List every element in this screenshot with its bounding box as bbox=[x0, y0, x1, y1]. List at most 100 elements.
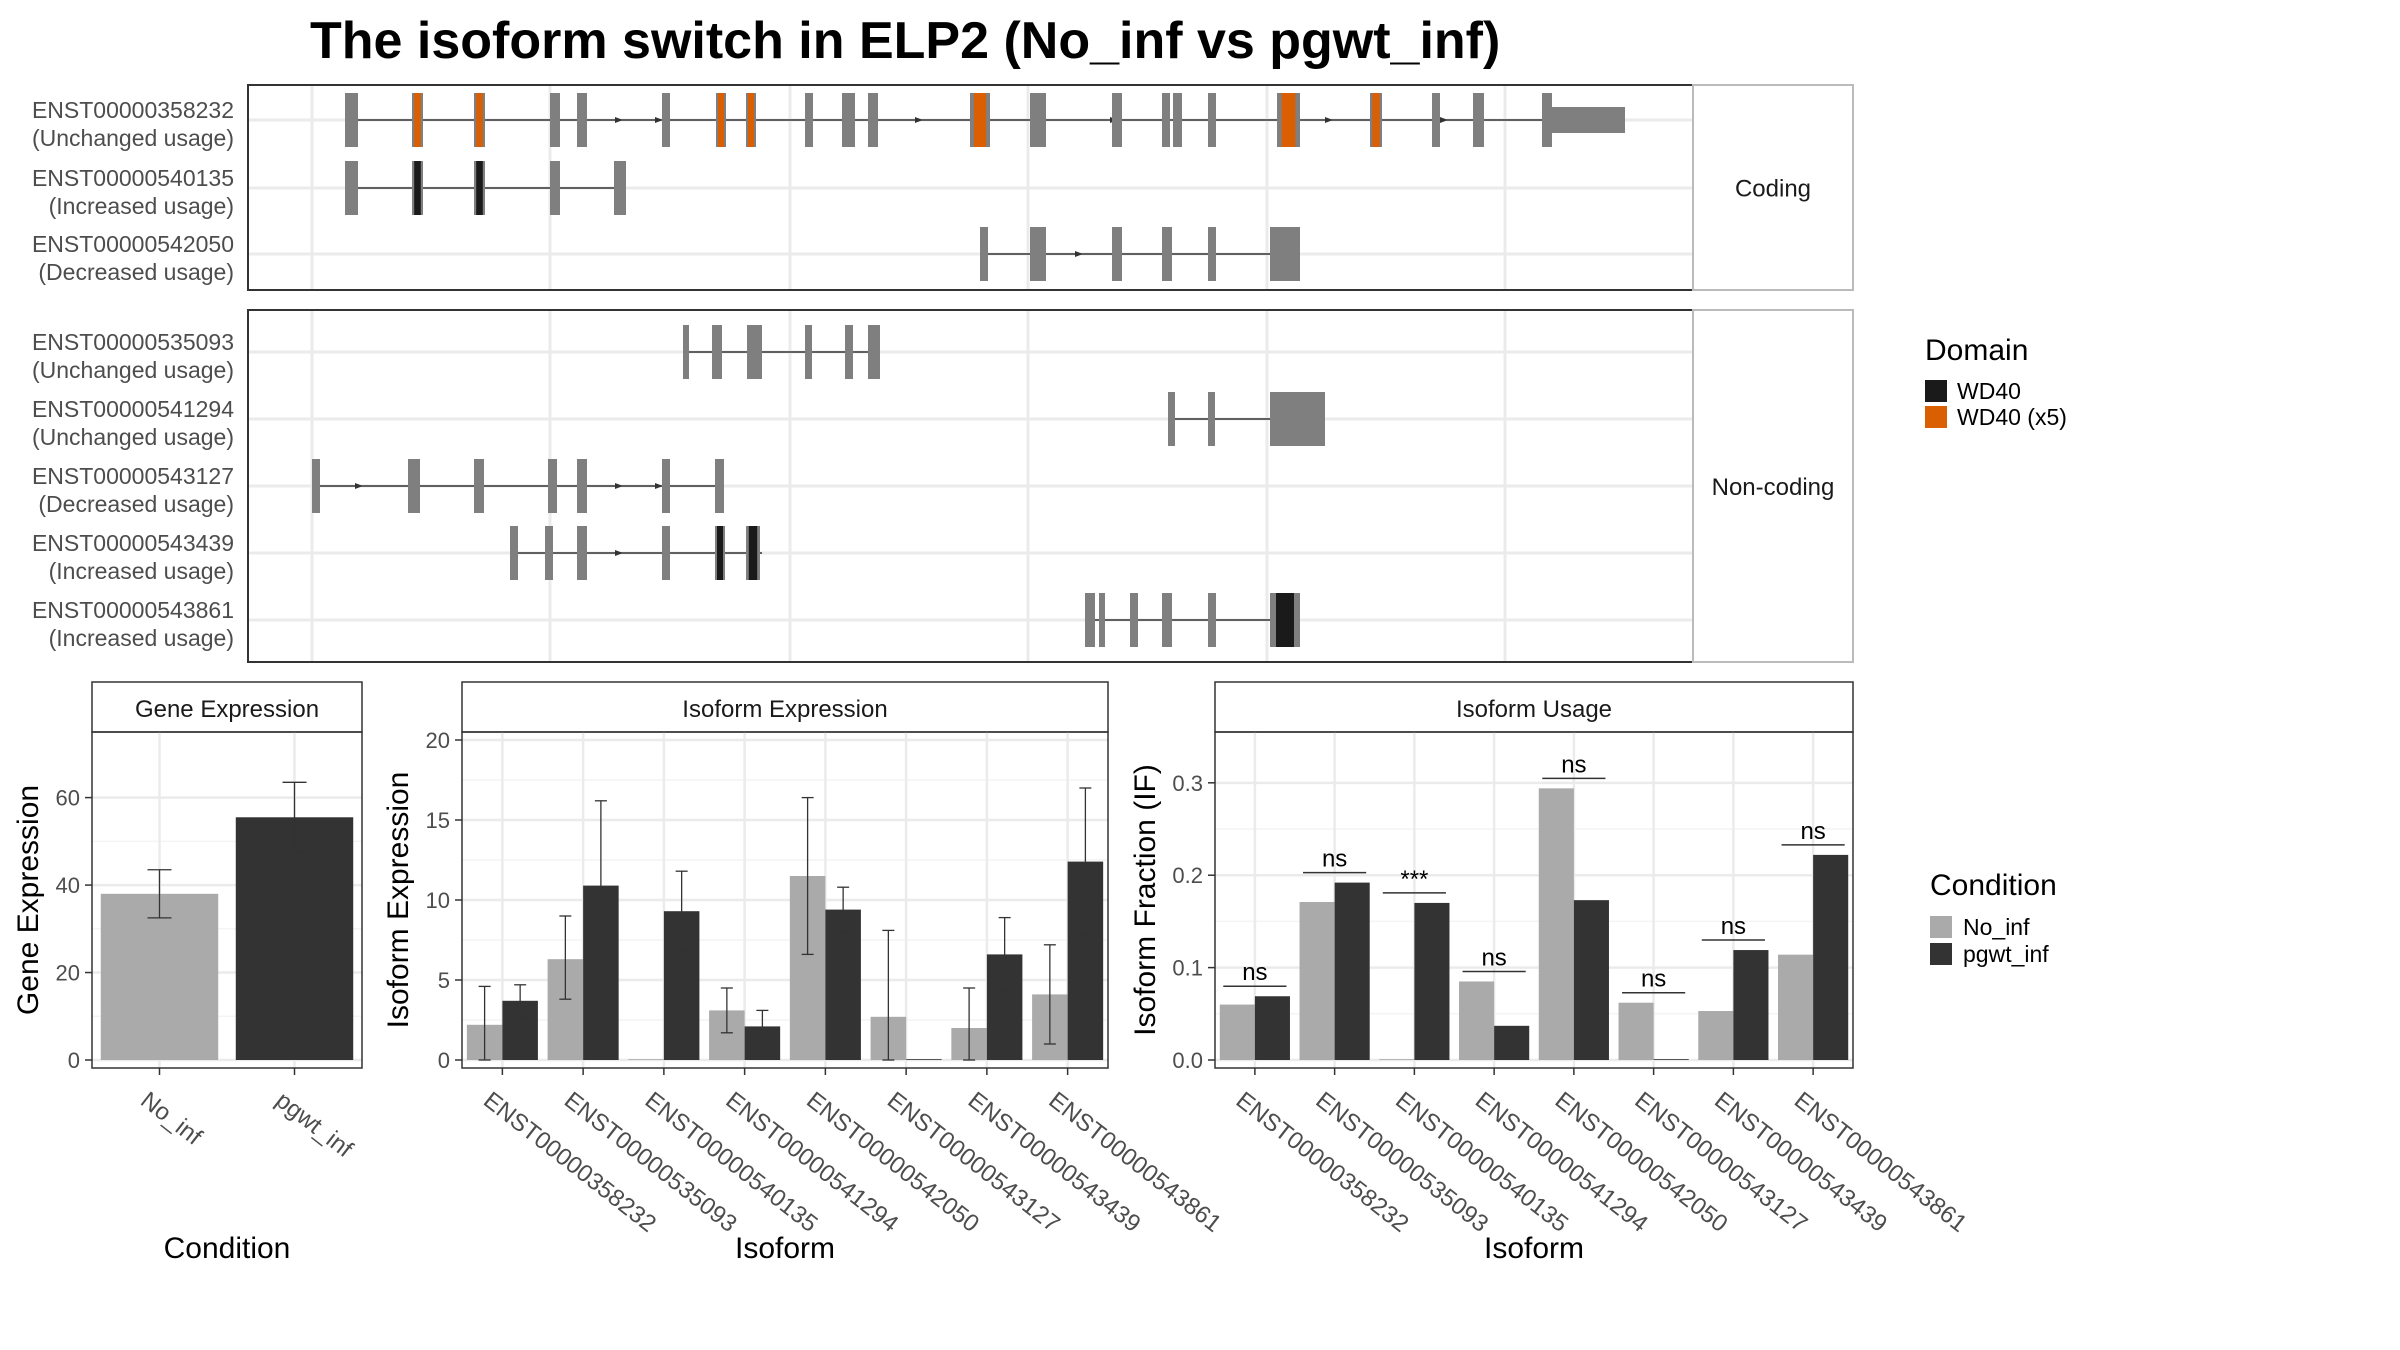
wd40-domain bbox=[414, 161, 421, 215]
transcript-usage-label: (Decreased usage) bbox=[38, 259, 234, 285]
y-tick-label: 0.0 bbox=[1172, 1048, 1203, 1073]
bar-pgwt_inf bbox=[825, 909, 861, 1060]
transcript-usage-label: (Unchanged usage) bbox=[32, 125, 234, 151]
wd40-domain bbox=[748, 526, 758, 580]
transcript-id-label: ENST00000358232 bbox=[32, 97, 234, 123]
y-tick-label: 0.2 bbox=[1172, 863, 1203, 888]
exon bbox=[712, 325, 722, 379]
significance-label: ns bbox=[1721, 913, 1746, 940]
gene-expression-title: Gene Expression bbox=[135, 696, 319, 723]
exon bbox=[1162, 593, 1172, 647]
exon bbox=[1168, 392, 1175, 446]
significance-label: ns bbox=[1641, 966, 1666, 993]
y-tick-label: 40 bbox=[56, 873, 80, 898]
exon bbox=[662, 93, 670, 147]
bar-pgwt_inf bbox=[1813, 854, 1849, 1060]
wd40-x5-domain bbox=[414, 93, 421, 147]
bar-No_inf bbox=[1698, 1011, 1734, 1060]
exon bbox=[577, 459, 587, 513]
bar-pgwt_inf bbox=[1733, 950, 1769, 1060]
transcript-id-label: ENST00000543861 bbox=[32, 597, 234, 623]
isoform-usage-strip bbox=[1214, 681, 1854, 733]
isoform-expression-strip bbox=[461, 681, 1109, 733]
wd40-domain bbox=[1276, 593, 1294, 647]
isoform-expression-title: Isoform Expression bbox=[682, 696, 887, 723]
domain-legend-title: Domain bbox=[1925, 334, 2028, 367]
exon bbox=[868, 325, 880, 379]
exon bbox=[842, 93, 855, 147]
exon bbox=[1030, 227, 1046, 281]
y-tick-label: 15 bbox=[426, 808, 450, 833]
wd40-domain bbox=[476, 161, 483, 215]
exon bbox=[1473, 93, 1484, 147]
isoform-usage-ylabel: Isoform Fraction (IF) bbox=[1129, 764, 1162, 1036]
condition-legend-key bbox=[1930, 943, 1952, 965]
transcript-usage-label: (Increased usage) bbox=[49, 193, 234, 219]
y-tick-label: 0.3 bbox=[1172, 771, 1203, 796]
y-tick-label: 10 bbox=[426, 888, 450, 913]
y-tick-label: 20 bbox=[426, 728, 450, 753]
strand-arrow bbox=[915, 117, 923, 123]
transcript-usage-label: (Unchanged usage) bbox=[32, 357, 234, 383]
exon bbox=[1030, 93, 1046, 147]
exon bbox=[1208, 392, 1215, 446]
y-tick-label: 60 bbox=[56, 786, 80, 811]
exon bbox=[550, 161, 560, 215]
exon bbox=[345, 161, 358, 215]
exon bbox=[1162, 227, 1172, 281]
exon bbox=[312, 459, 320, 513]
panel-strip bbox=[1692, 84, 1854, 291]
strand-arrow bbox=[1075, 251, 1083, 257]
domain-legend-key bbox=[1925, 380, 1947, 402]
exon bbox=[614, 161, 626, 215]
exon bbox=[980, 227, 988, 281]
strand-arrow bbox=[615, 117, 623, 123]
bar-No_inf bbox=[1538, 788, 1574, 1060]
y-tick-label: 0.1 bbox=[1172, 956, 1203, 981]
condition-legend-title: Condition bbox=[1930, 869, 2057, 902]
exon bbox=[715, 459, 724, 513]
exon bbox=[1173, 93, 1182, 147]
exon bbox=[545, 526, 553, 580]
gene-expression-xlabel: Condition bbox=[164, 1232, 291, 1265]
condition-legend-label: pgwt_inf bbox=[1963, 941, 2049, 967]
bar-No_inf bbox=[1219, 1004, 1255, 1060]
y-tick-label: 0 bbox=[438, 1048, 450, 1073]
wd40-x5-domain bbox=[1372, 93, 1380, 147]
significance-label: ns bbox=[1800, 818, 1825, 845]
strand-arrow bbox=[615, 483, 623, 489]
transcript-usage-label: (Increased usage) bbox=[49, 558, 234, 584]
exon bbox=[805, 93, 813, 147]
exon bbox=[662, 459, 670, 513]
bar-No_inf bbox=[1618, 1002, 1654, 1060]
condition-legend-key bbox=[1930, 916, 1952, 938]
exon bbox=[1208, 93, 1216, 147]
isoform-usage-frame bbox=[1214, 731, 1854, 1069]
y-tick-label: 0 bbox=[68, 1048, 80, 1073]
x-tick-label: No_inf bbox=[135, 1087, 207, 1151]
bar-pgwt_inf bbox=[1653, 1059, 1689, 1060]
wd40-domain bbox=[717, 526, 723, 580]
figure-title: The isoform switch in ELP2 (No_inf vs pg… bbox=[310, 12, 1500, 70]
exon bbox=[747, 325, 762, 379]
transcript-usage-label: (Unchanged usage) bbox=[32, 424, 234, 450]
bar-pgwt_inf bbox=[1254, 996, 1290, 1060]
exon bbox=[868, 93, 878, 147]
transcript-id-label: ENST00000543127 bbox=[32, 463, 234, 489]
domain-legend-label: WD40 (x5) bbox=[1957, 404, 2067, 430]
strand-arrow bbox=[655, 117, 663, 123]
exon bbox=[1130, 593, 1138, 647]
expression-charts: Gene Expression 0 20 40 60 No_inf pgwt_inf Cond… bbox=[12, 681, 1972, 1265]
exon bbox=[845, 325, 853, 379]
exon bbox=[510, 526, 518, 580]
exon bbox=[1099, 593, 1105, 647]
significance-label: ns bbox=[1561, 751, 1586, 778]
bar-No_inf bbox=[1459, 981, 1495, 1060]
domain-legend-label: WD40 bbox=[1957, 378, 2021, 404]
gene-expression-strip bbox=[91, 681, 363, 733]
exon bbox=[683, 325, 689, 379]
exon bbox=[1112, 227, 1122, 281]
